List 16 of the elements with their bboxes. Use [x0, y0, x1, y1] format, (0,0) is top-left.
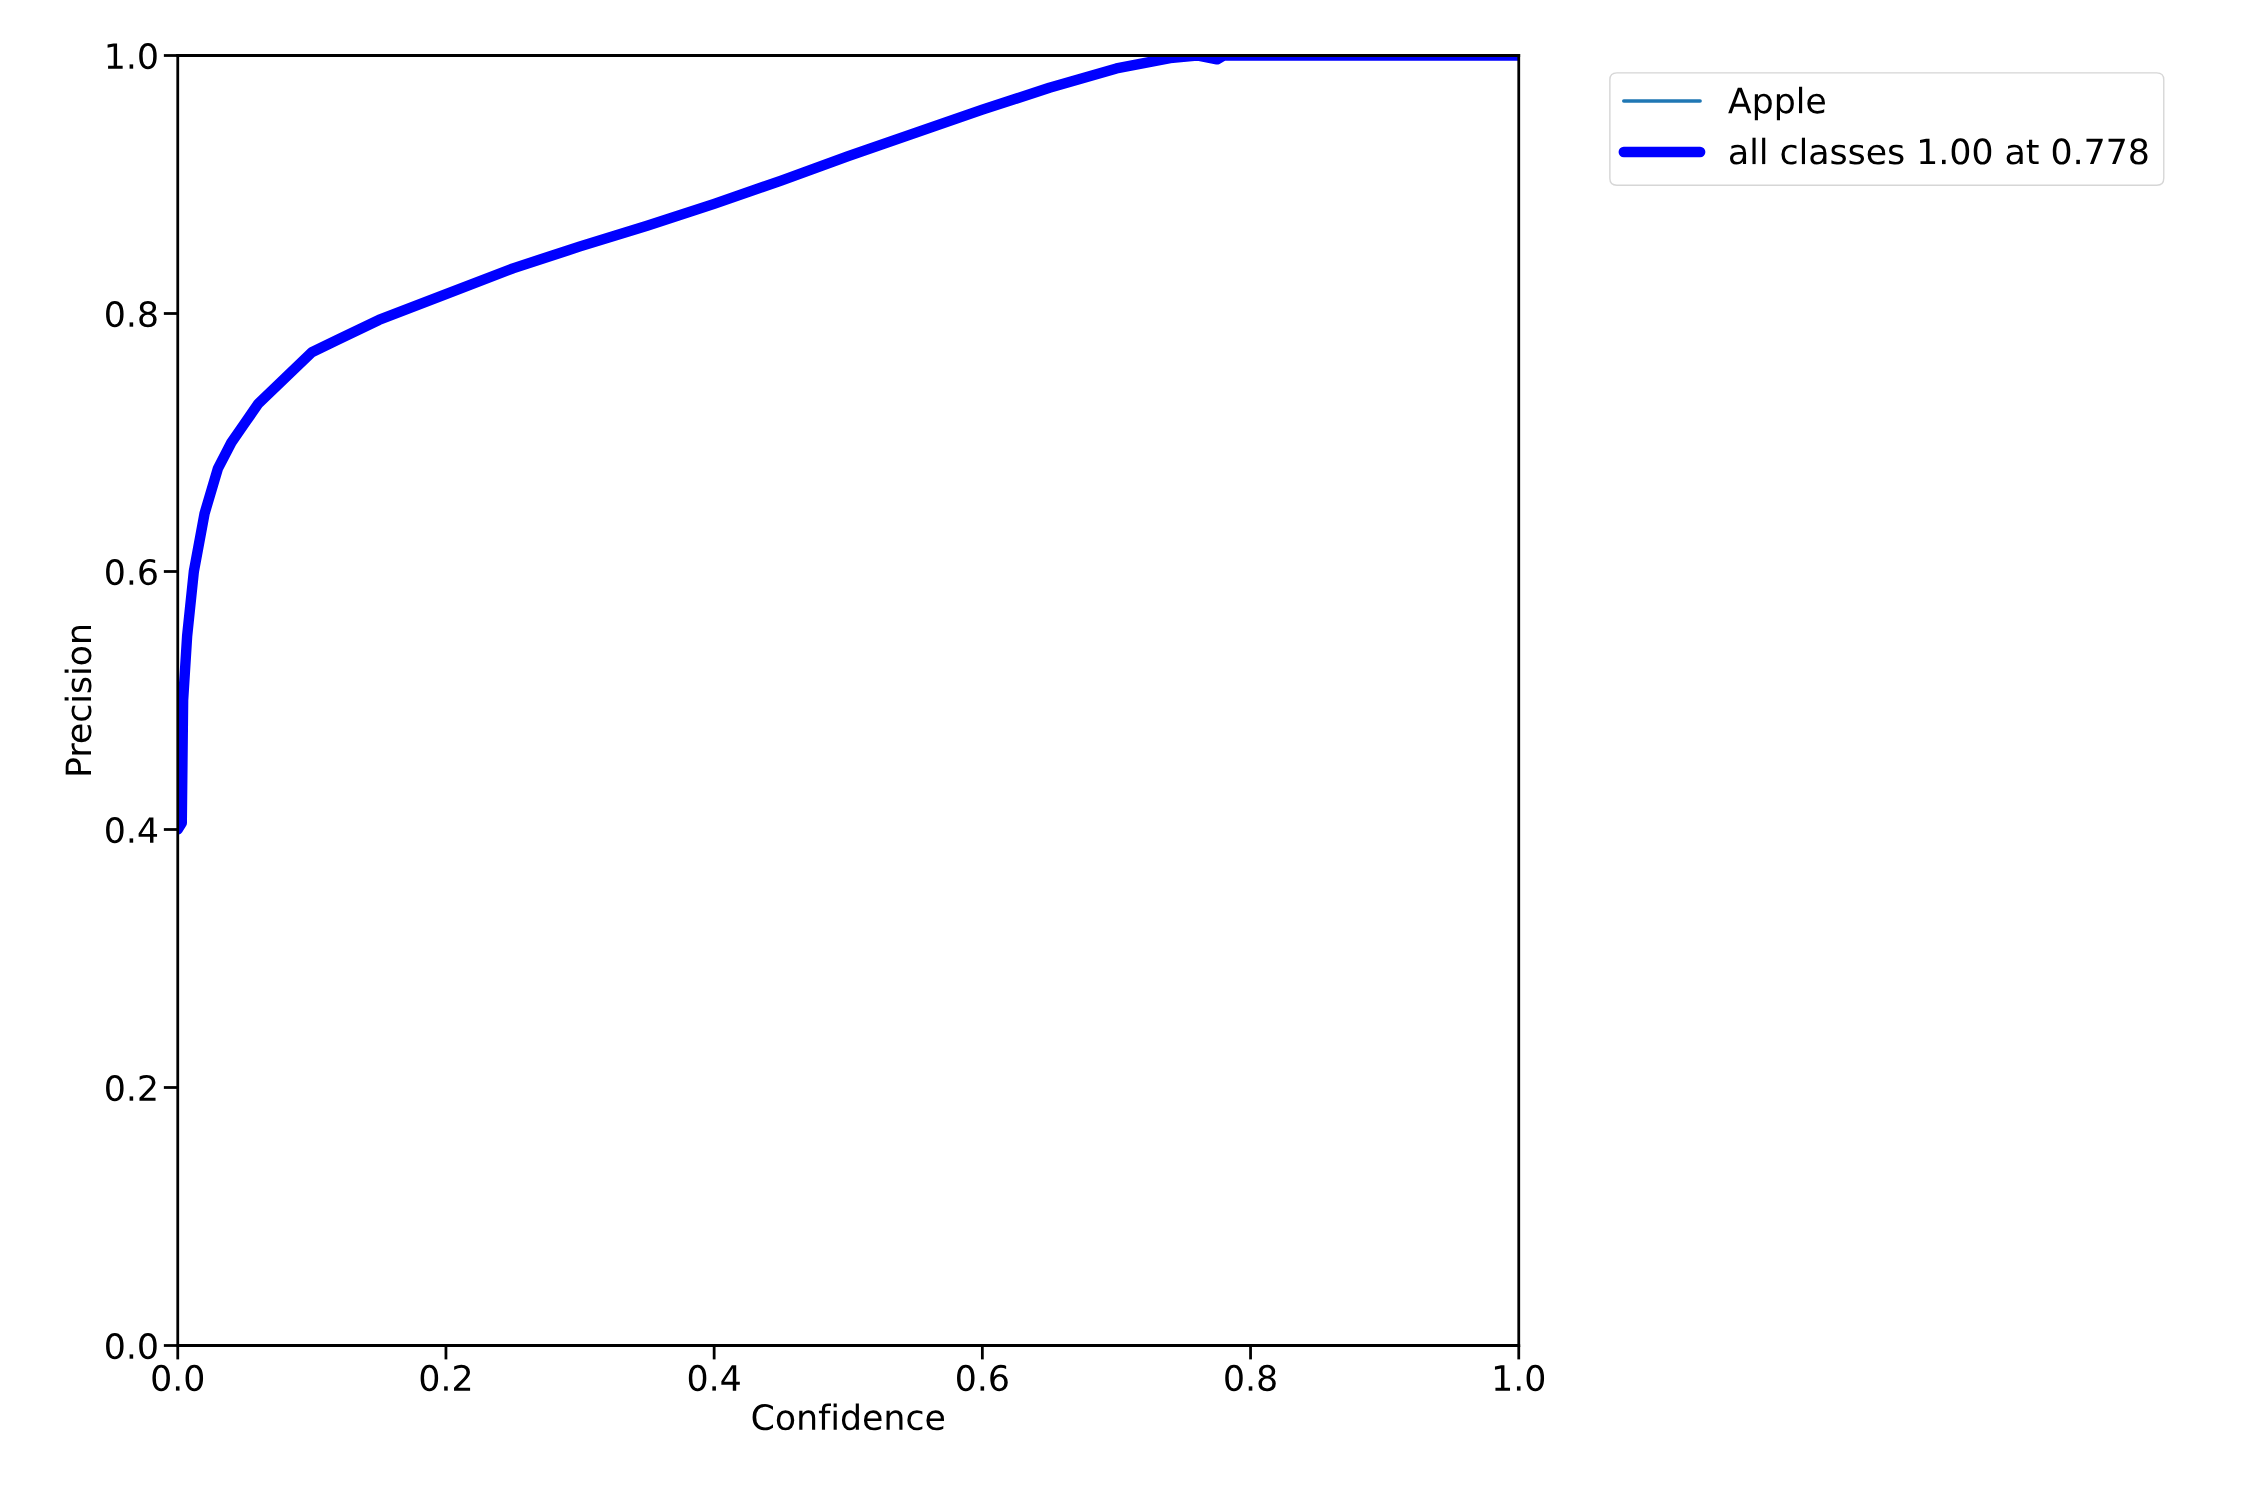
y-tick-label: 0.6 [106, 558, 157, 586]
x-tick-label: 0.4 [688, 1364, 740, 1392]
y-tick-label: 0.0 [106, 1332, 157, 1360]
x-tick-label: 0.8 [1225, 1364, 1276, 1392]
y-tick-label: 1.0 [107, 42, 157, 70]
y-tick-label: 0.8 [106, 300, 157, 328]
legend-label: Apple [1728, 86, 1825, 121]
x-tick-label: 1.0 [1494, 1364, 1545, 1392]
y-axis-title: Precision [64, 625, 92, 775]
y-tick-label: 0.2 [106, 1074, 156, 1102]
legend-label: all classes 1.00 at 0.778 [1730, 137, 2148, 165]
x-tick-label: 0.0 [152, 1364, 204, 1392]
y-tick-label: 0.4 [106, 816, 158, 844]
x-axis-title: Confidence [752, 1403, 945, 1431]
x-tick-label: 0.6 [957, 1364, 1008, 1392]
x-tick-label: 0.2 [420, 1364, 471, 1392]
